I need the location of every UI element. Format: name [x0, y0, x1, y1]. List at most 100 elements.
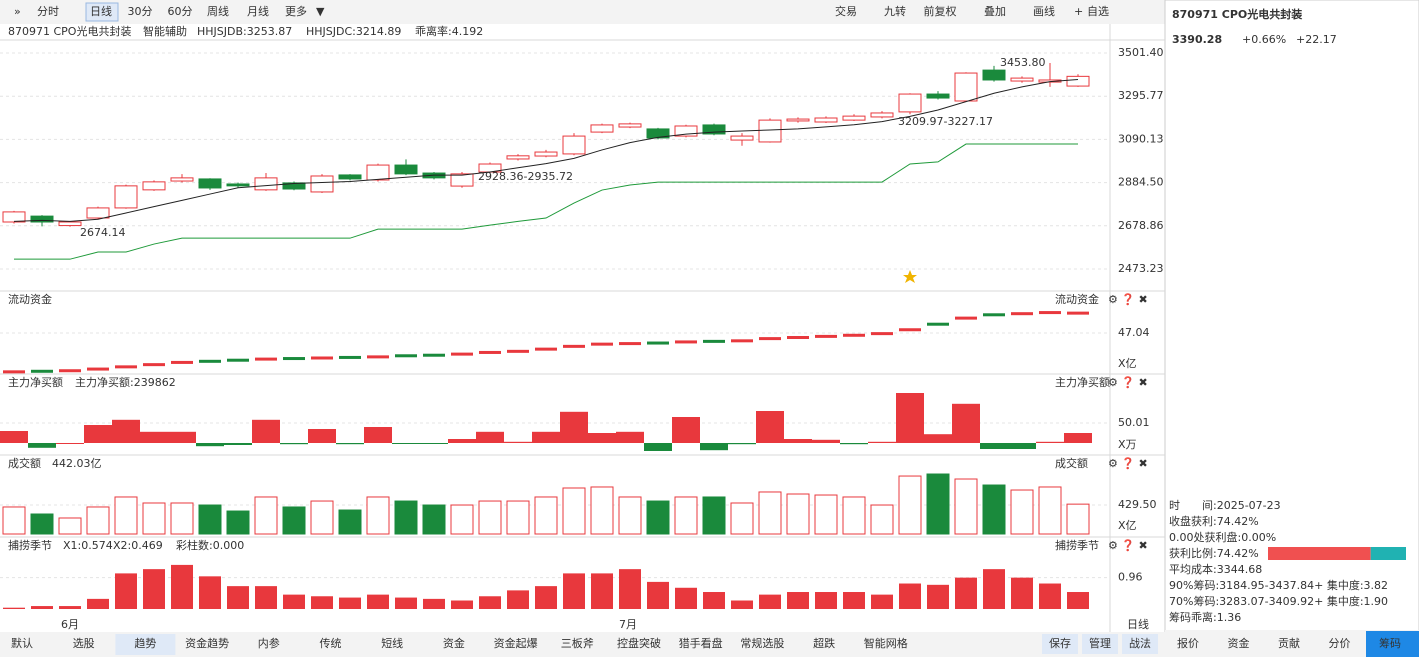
toolbar-button[interactable]: 前复权 — [924, 4, 957, 18]
net-buy-bar — [112, 419, 140, 443]
profit-bar — [1268, 547, 1371, 560]
toolbar-button[interactable]: 九转 — [884, 4, 906, 18]
volume-bar — [58, 517, 82, 535]
side-tab[interactable]: 报价 — [1177, 636, 1199, 650]
season-bar — [815, 592, 837, 609]
season-bar — [619, 569, 641, 609]
flow-bar — [31, 369, 53, 373]
stock-title: 870971 CPO光电共封装 — [8, 24, 131, 38]
toolbar-button[interactable]: 分时 — [37, 5, 59, 18]
net-buy-bar — [532, 431, 560, 443]
season-bar — [731, 600, 753, 609]
side-tab[interactable]: 贡献 — [1278, 636, 1300, 650]
volume-bar — [898, 475, 922, 535]
panel-icons: ⚙ ❓ ✖ — [1108, 376, 1148, 389]
flow-bar — [1011, 312, 1033, 316]
panel-icons: ⚙ ❓ ✖ — [1108, 539, 1148, 552]
toolbar-button[interactable]: 交易 — [835, 4, 857, 18]
toolbar-button[interactable]: 日线 — [90, 4, 112, 18]
bottom-tab[interactable]: 控盘突破 — [617, 636, 661, 650]
x-axis-label: 6月 — [61, 618, 79, 631]
flow-bar — [843, 333, 865, 337]
bottom-tab[interactable]: 资金趋势 — [185, 636, 229, 650]
flow-bar — [423, 353, 445, 357]
volume-bar — [786, 493, 810, 535]
side-tab[interactable]: 资金 — [1228, 636, 1250, 650]
side-tab[interactable]: 分价 — [1329, 637, 1351, 650]
bottom-tab[interactable]: 智能网格 — [864, 636, 908, 650]
volume-bar — [366, 496, 390, 535]
net-buy-bar — [1064, 433, 1092, 443]
net-buy-bar — [252, 419, 280, 443]
bottom-tab[interactable]: 超跌 — [813, 636, 835, 650]
volume-bar — [114, 496, 138, 535]
flow-bar — [871, 332, 893, 336]
net-buy-bar — [196, 443, 224, 447]
toolbar-button[interactable]: 自选 — [1087, 5, 1109, 18]
toolbar-button[interactable]: 画线 — [1033, 4, 1055, 18]
bottom-action[interactable]: 管理 — [1089, 636, 1111, 650]
flow-bar — [955, 316, 977, 320]
candle-body — [842, 115, 866, 121]
panel-title: 主力净买额 — [8, 375, 63, 389]
toolbar-button[interactable]: 叠加 — [984, 5, 1006, 18]
bottom-tab[interactable]: 内参 — [258, 636, 280, 650]
bottom-tab[interactable]: 短线 — [381, 636, 403, 650]
net-buy-bar — [336, 443, 364, 445]
net-buy-bar — [1036, 441, 1064, 443]
bottom-action[interactable]: 战法 — [1129, 636, 1151, 650]
collapse-icon[interactable]: » — [14, 5, 21, 18]
season-bar — [647, 581, 669, 609]
flow-bar — [731, 339, 753, 343]
volume-bar — [310, 500, 334, 535]
net-buy-bar — [616, 431, 644, 443]
candle-body — [86, 207, 110, 219]
volume-bar — [674, 496, 698, 535]
indicator-line — [14, 143, 1078, 260]
toolbar-button[interactable]: 30分 — [128, 5, 153, 18]
bottom-tab[interactable]: 趋势 — [134, 637, 156, 650]
action-bg — [1122, 634, 1158, 654]
volume-bar — [506, 500, 530, 535]
dropdown-icon: ▼ — [316, 5, 325, 18]
volume-bar — [590, 486, 614, 535]
bottom-tab[interactable]: 传统 — [320, 637, 342, 650]
candle-body — [282, 182, 306, 190]
season-bar — [31, 606, 53, 609]
net-buy-bar — [364, 427, 392, 443]
season-bar — [759, 594, 781, 609]
flow-bar — [535, 347, 557, 351]
panel-title-right: 主力净买额 — [1055, 375, 1110, 389]
bottom-tab[interactable]: 资金起爆 — [494, 636, 538, 650]
flow-bar — [927, 322, 949, 326]
candle-body — [170, 177, 194, 182]
bottom-tab[interactable]: 选股 — [73, 637, 95, 650]
bottom-tab[interactable]: 资金 — [443, 636, 465, 650]
net-buy-bar — [280, 443, 308, 445]
side-tab[interactable]: 筹码 — [1379, 636, 1401, 650]
candle-body — [198, 178, 222, 189]
candle-body — [590, 124, 614, 133]
panel-legend: 主力净买额:239862 — [75, 375, 176, 389]
side-price: 3390.28 — [1172, 33, 1222, 46]
season-bar — [59, 606, 81, 609]
flow-bar — [367, 355, 389, 359]
toolbar-button[interactable]: 周线 — [207, 4, 229, 18]
bottom-tab[interactable]: 猎手看盘 — [679, 636, 723, 650]
volume-bar — [646, 500, 670, 535]
candle-body — [450, 173, 474, 187]
flow-bar — [283, 357, 305, 361]
y-tick-label: 3090.13 — [1118, 132, 1164, 145]
season-bar — [899, 583, 921, 609]
net-buy-bar — [56, 443, 84, 444]
bottom-action[interactable]: 保存 — [1049, 636, 1071, 650]
bottom-tab[interactable]: 三板斧 — [561, 636, 594, 650]
action-bg — [1082, 634, 1118, 654]
season-bar — [507, 590, 529, 609]
bottom-tab[interactable]: 常规选股 — [740, 636, 784, 650]
volume-bar — [450, 504, 474, 535]
toolbar-button[interactable]: 月线 — [247, 4, 269, 18]
bottom-tab[interactable]: 默认 — [11, 637, 33, 650]
toolbar-button[interactable]: 60分 — [168, 5, 193, 18]
toolbar-button[interactable]: 更多 — [285, 4, 307, 18]
